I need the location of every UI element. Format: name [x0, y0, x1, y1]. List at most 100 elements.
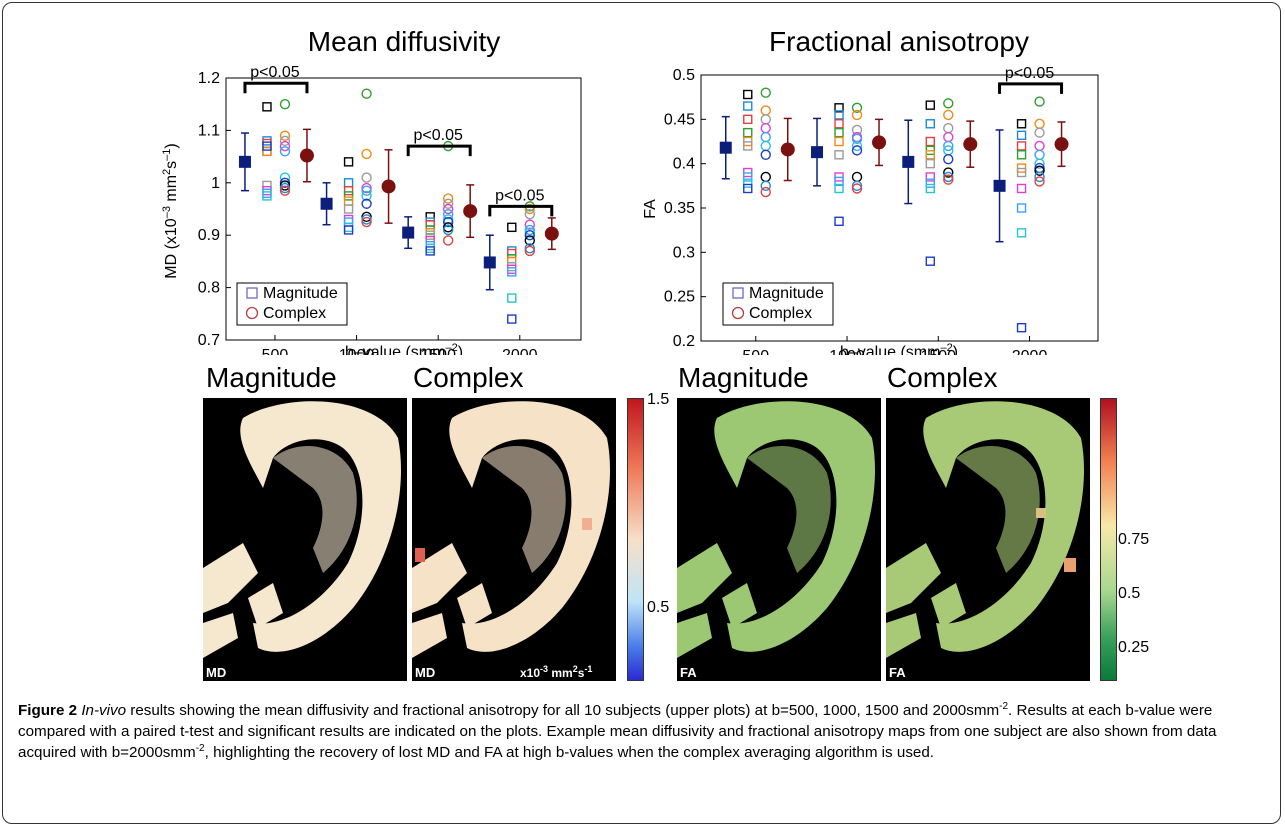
md-sig-label: p<0.05 — [250, 64, 299, 81]
fa-xtick-label: 2000 — [1012, 348, 1048, 355]
md-complex-mean-point — [299, 148, 314, 163]
fa-magnitude-subject-point — [834, 127, 844, 138]
fa-sig-bracket — [998, 82, 1064, 94]
fa-complex-subject-point — [851, 171, 863, 183]
fa-marks — [719, 87, 1069, 333]
md-complex-mean-point — [463, 204, 478, 219]
fa-legend-complex-marker — [731, 306, 745, 320]
fa-complex-title: Complex — [887, 362, 998, 393]
md-complex-subject-point — [279, 140, 291, 152]
fa-magnitude-mean-point — [902, 155, 915, 168]
fa-magnitude-subject-point — [1016, 141, 1027, 151]
md-magnitude-subject-point — [262, 102, 272, 112]
md-magnitude-subject-point — [262, 188, 272, 198]
fa-complex-subject-point — [943, 171, 954, 183]
md-complex-subject-point — [361, 198, 372, 209]
fa-magnitude-subject-point — [834, 176, 844, 187]
md-complex-subject-point — [279, 130, 291, 141]
md-marks — [238, 88, 559, 324]
md-magnitude-mean-point — [483, 256, 496, 269]
md-magnitude-subject-point — [343, 217, 354, 227]
fa-complex-mean-point — [1054, 137, 1069, 152]
md-magnitude-corner-label: MD — [206, 665, 227, 680]
md-colorbar — [627, 398, 644, 681]
fa-magnitude-mean-point — [993, 179, 1006, 192]
md-magnitude-subject-point — [507, 314, 517, 324]
fa-complex-subject-point — [1034, 140, 1045, 152]
fa-complex-subject-point — [760, 186, 771, 198]
md-xtick-group: 500 1000 1500 2000 — [262, 335, 538, 355]
md-complex-corner-label: MD — [415, 665, 436, 680]
fa-magnitude-subject-point — [834, 136, 844, 147]
md-complex-subject-point — [442, 235, 454, 246]
md-magnitude-map — [203, 398, 407, 681]
md-magnitude-shape — [203, 401, 401, 658]
fa-magnitude-map — [677, 398, 881, 681]
fa-complex-subject-point — [1034, 165, 1045, 176]
fa-complex-subject-point — [943, 167, 954, 178]
md-magnitude-mean-point — [402, 226, 415, 239]
fa-xtick-label: 1000 — [829, 348, 865, 355]
md-complex-subject-point — [442, 216, 454, 228]
md-xtick-label: 500 — [262, 347, 289, 355]
md-complex-subject-point — [361, 190, 372, 202]
fa-complex-corner-label: FA — [889, 665, 906, 680]
md-magnitude-mean-point — [320, 197, 333, 210]
fa-ytick-label: 0.3 — [673, 244, 695, 261]
fa-complex-subject-point — [851, 183, 863, 194]
md-magnitude-subject-point — [262, 180, 272, 191]
fa-xtick-group: 500 1000 1500 2000 — [742, 336, 1047, 355]
fa-magnitude-subject-point — [925, 256, 935, 266]
md-complex-title: Complex — [413, 362, 524, 393]
md-sig-label: p<0.05 — [413, 127, 462, 144]
fa-complex-subject-point — [760, 122, 771, 134]
md-complex-subject-point — [279, 98, 291, 110]
fa-complex-subject-point — [1034, 118, 1045, 129]
fa-magnitude-subject-point — [834, 103, 844, 113]
md-magnitude-subject-point — [425, 230, 435, 240]
md-magnitude-subject-point — [425, 225, 435, 235]
fa-magnitude-subject-point — [1016, 203, 1027, 213]
md-complex-subject-point — [279, 146, 291, 157]
md-cbar-tick-1.5: 1.5 — [647, 391, 670, 408]
fa-legend-complex-label: Complex — [749, 305, 812, 322]
fa-magnitude-subject-point — [743, 141, 753, 151]
md-magnitude-subject-point — [343, 196, 354, 206]
md-legend-complex-marker — [245, 306, 259, 320]
md-xtick-label: 2000 — [502, 347, 538, 355]
fa-magnitude-subject-point — [834, 183, 844, 194]
md-sig-label: p<0.05 — [495, 187, 544, 204]
fa-magnitude-subject-point — [925, 100, 935, 110]
md-magnitude-subject-point — [343, 222, 354, 233]
fa-complex-subject-point — [943, 154, 954, 165]
figure-label: Figure 2 — [18, 702, 78, 719]
fa-legend-magnitude-label: Magnitude — [749, 285, 824, 302]
md-complex-subject-point — [524, 245, 535, 257]
fa-legend: Magnitude Complex — [722, 282, 834, 326]
md-magnitude-subject-point — [507, 248, 517, 259]
fa-magnitude-subject-point — [743, 172, 753, 182]
fa-complex-mean-point — [963, 137, 978, 152]
fa-magnitude-subject-point — [1016, 183, 1027, 194]
fa-magnitude-mean-point — [719, 141, 732, 154]
fa-magnitude-subject-point — [834, 216, 844, 227]
fa-ytick-label: 0.4 — [673, 156, 695, 173]
md-magnitude-subject-point — [343, 178, 354, 188]
fa-complex-map — [886, 398, 1090, 681]
fa-complex-subject-point — [943, 122, 954, 134]
md-xtick-label: 1500 — [420, 347, 456, 355]
md-ytick-label: 0.8 — [198, 280, 220, 297]
fa-ytick-label: 0.25 — [664, 289, 695, 306]
md-complex-subject-point — [361, 211, 372, 223]
md-sig-bracket — [406, 144, 472, 157]
md-magnitude-subject-point — [507, 267, 517, 277]
md-ytick-group: 0.7 0.8 0.9 1 1.1 1.2 — [198, 70, 231, 349]
md-complex-subject-point — [442, 224, 454, 236]
fa-legend-magnitude-marker — [732, 287, 744, 299]
fa-complex-subject-point — [760, 87, 771, 98]
md-ytick-label: 1.2 — [198, 70, 220, 87]
md-magnitude-title: Magnitude — [206, 362, 337, 393]
fa-complex-subject-point — [760, 140, 771, 152]
md-magnitude-subject-point — [425, 227, 435, 238]
fa-complex-subject-point — [943, 140, 954, 152]
